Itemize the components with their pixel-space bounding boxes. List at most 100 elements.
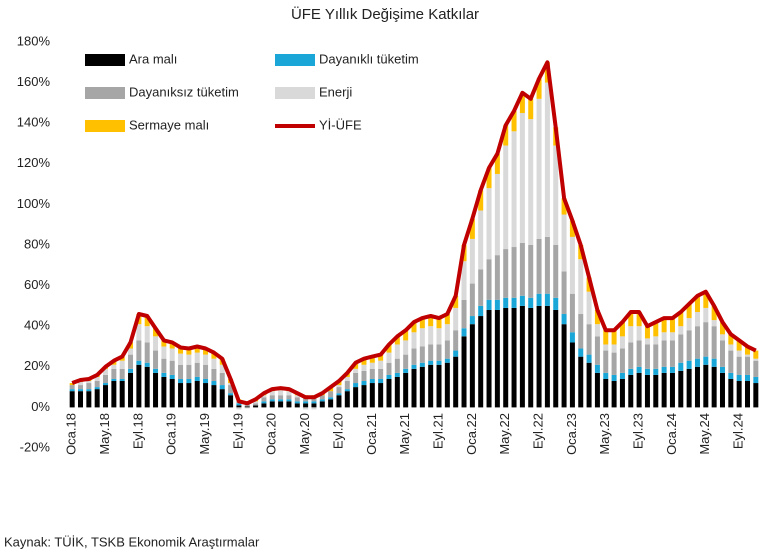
bar-segment xyxy=(328,397,334,400)
bar-segment xyxy=(569,220,575,237)
bar-segment xyxy=(353,368,359,373)
bar-segment xyxy=(369,383,375,408)
bar-segment xyxy=(328,399,334,408)
bar-segment xyxy=(586,362,592,408)
bar-segment xyxy=(453,295,459,308)
bar-segment xyxy=(736,381,742,408)
bar-segment xyxy=(536,238,542,294)
bar-segment xyxy=(153,328,159,337)
bar-segment xyxy=(628,311,634,327)
bar-segment xyxy=(744,374,750,382)
bar-segment xyxy=(186,383,192,408)
bar-segment xyxy=(653,374,659,408)
bar-segment xyxy=(494,153,500,174)
x-tick-label: May.19 xyxy=(197,413,212,455)
bar-segment xyxy=(253,405,259,408)
legend-label: Sermaye malı xyxy=(129,117,209,132)
bar-segment xyxy=(378,378,384,384)
bar-segment xyxy=(261,401,267,404)
bar-segment xyxy=(503,145,509,250)
bar-segment xyxy=(519,305,525,408)
bar-segment xyxy=(411,348,417,365)
bar-segment xyxy=(294,403,300,408)
bar-segment xyxy=(711,358,717,367)
bar-segment xyxy=(286,399,292,402)
bar-segment xyxy=(353,383,359,388)
bar-segment xyxy=(336,395,342,408)
bar-segment xyxy=(486,299,492,310)
bar-segment xyxy=(536,78,542,99)
x-tick-label: Eyl.19 xyxy=(230,413,245,449)
bar-segment xyxy=(678,362,684,371)
bar-segment xyxy=(561,314,567,325)
bar-segment xyxy=(369,356,375,363)
bar-segment xyxy=(378,368,384,379)
bar-segment xyxy=(661,366,667,373)
x-tick-label: Eyl.24 xyxy=(731,413,746,449)
bar-segment xyxy=(136,360,142,365)
bar-segment xyxy=(661,332,667,341)
bar-segment xyxy=(728,372,734,379)
bar-segment xyxy=(203,354,209,365)
bar-segment xyxy=(636,311,642,327)
bar-segment xyxy=(86,389,92,392)
bar-segment xyxy=(211,381,217,386)
bar-segment xyxy=(469,218,475,239)
bar-segment xyxy=(586,324,592,355)
bar-segment xyxy=(611,330,617,345)
x-tick-label: May.23 xyxy=(597,413,612,455)
bar-segment xyxy=(286,401,292,408)
bar-segment xyxy=(169,374,175,379)
bar-segment xyxy=(236,405,242,408)
bar-segment xyxy=(694,358,700,367)
bar-segment xyxy=(353,387,359,408)
bar-segment xyxy=(444,314,450,325)
legend-label: Ara malı xyxy=(129,51,177,66)
bar-segment xyxy=(394,358,400,373)
bar-segment xyxy=(94,389,100,408)
bar-segment xyxy=(336,393,342,396)
bar-segment xyxy=(744,354,750,357)
x-tick-label: Oca.19 xyxy=(164,413,179,455)
bar-segment xyxy=(403,372,409,408)
bar-segment xyxy=(578,314,584,349)
bar-segment xyxy=(78,382,84,386)
bar-segment xyxy=(369,362,375,369)
bar-segment xyxy=(128,348,134,355)
bar-segment xyxy=(386,362,392,375)
bar-segment xyxy=(436,318,442,329)
bar-segment xyxy=(86,381,92,384)
legend-label: Yİ-ÜFE xyxy=(319,117,362,132)
bar-segment xyxy=(478,305,484,317)
bar-segment xyxy=(286,395,292,400)
bar-segment xyxy=(678,326,684,335)
bar-segment xyxy=(353,372,359,384)
bar-segment xyxy=(103,368,109,375)
bar-segment xyxy=(211,368,217,382)
bar-segment xyxy=(261,395,267,398)
bar-segment xyxy=(444,324,450,341)
bar-segment xyxy=(236,403,242,406)
bar-segment xyxy=(428,326,434,345)
bar-segment xyxy=(486,188,492,260)
bar-segment xyxy=(536,305,542,408)
bar-segment xyxy=(478,316,484,408)
bar-segment xyxy=(619,322,625,337)
bar-segment xyxy=(136,340,142,361)
bar-segment xyxy=(194,352,200,363)
bar-segment xyxy=(361,385,367,408)
bar-segment xyxy=(194,362,200,377)
bar-segment xyxy=(178,353,184,365)
bar-segment xyxy=(619,336,625,349)
bar-segment xyxy=(394,336,400,345)
bar-segment xyxy=(344,381,350,390)
bar-segment xyxy=(528,119,534,245)
bar-segment xyxy=(78,389,84,392)
bar-segment xyxy=(503,125,509,146)
bar-segment xyxy=(586,291,592,325)
x-tick-label: Eyl.21 xyxy=(430,413,445,449)
bar-segment xyxy=(394,344,400,359)
bar-segment xyxy=(544,293,550,306)
bar-segment xyxy=(461,261,467,300)
bar-segment xyxy=(319,399,325,402)
